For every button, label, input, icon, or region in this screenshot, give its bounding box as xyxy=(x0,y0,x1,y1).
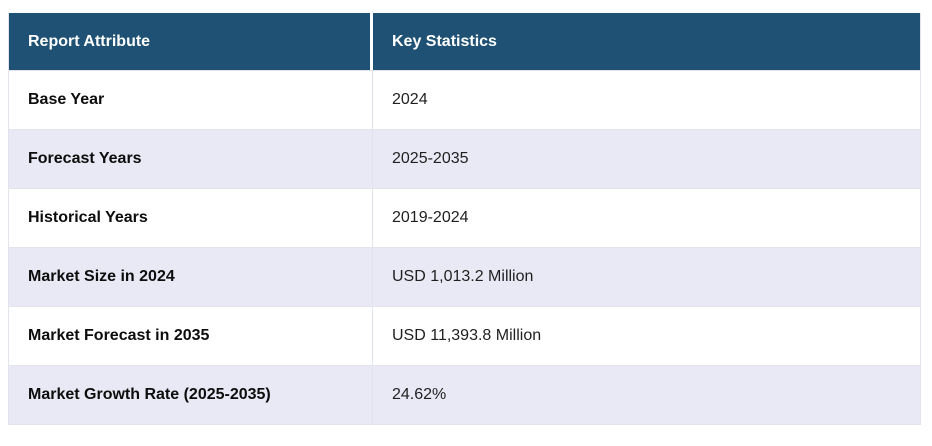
table-row: Market Growth Rate (2025-2035) 24.62% xyxy=(9,365,920,424)
attribute-cell: Historical Years xyxy=(9,188,373,247)
value-cell: USD 11,393.8 Million xyxy=(373,306,920,365)
table-row: Base Year 2024 xyxy=(9,70,920,129)
value-cell: 2019-2024 xyxy=(373,188,920,247)
column-header-key-statistics: Key Statistics xyxy=(392,32,497,50)
value-cell: USD 1,013.2 Million xyxy=(373,247,920,306)
value-cell: 2025-2035 xyxy=(373,129,920,188)
table-row: Historical Years 2019-2024 xyxy=(9,188,920,247)
attribute-cell: Base Year xyxy=(9,70,373,129)
attribute-cell: Market Size in 2024 xyxy=(9,247,373,306)
column-header-report-attribute: Report Attribute xyxy=(9,13,373,70)
table-row: Market Size in 2024 USD 1,013.2 Million xyxy=(9,247,920,306)
attribute-cell: Market Growth Rate (2025-2035) xyxy=(9,365,373,424)
attribute-cell: Market Forecast in 2035 xyxy=(9,306,373,365)
table-row: Forecast Years 2025-2035 xyxy=(9,129,920,188)
attribute-cell: Forecast Years xyxy=(9,129,373,188)
value-cell: 2024 xyxy=(373,70,920,129)
table-header-row: Report Attribute Key Statistics xyxy=(9,13,920,70)
value-cell: 24.62% xyxy=(373,365,920,424)
table-row: Market Forecast in 2035 USD 11,393.8 Mil… xyxy=(9,306,920,365)
report-statistics-table: Report Attribute Key Statistics Base Yea… xyxy=(8,13,921,425)
